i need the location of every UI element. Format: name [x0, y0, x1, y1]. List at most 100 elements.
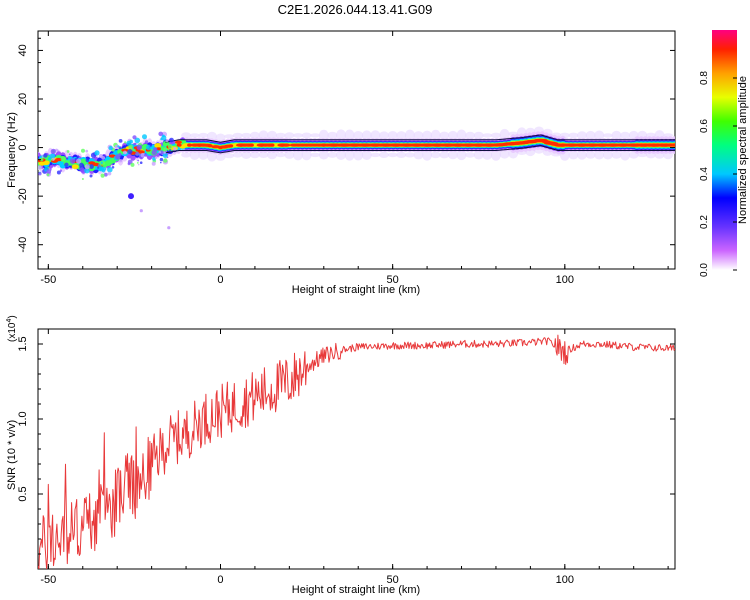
haze-blob [491, 132, 501, 139]
haze-blob [284, 132, 295, 139]
speckle [163, 158, 168, 163]
spectrogram-xtick-label: -50 [40, 274, 56, 286]
speckle [163, 151, 166, 154]
speckle [140, 153, 146, 158]
haze-blob [585, 130, 596, 140]
speckle [46, 173, 50, 177]
speckle [76, 158, 82, 164]
haze-blob [422, 130, 433, 141]
haze-blob [611, 151, 622, 159]
speckle [100, 161, 103, 164]
speckle [117, 145, 120, 148]
ridge-peak [389, 143, 404, 147]
speckle [66, 150, 70, 153]
haze-blob [258, 151, 269, 158]
ridge-peak [616, 143, 631, 147]
speckle [60, 156, 66, 162]
snr-axes: -50 0 50 100 0.5 1.0 1.5 [17, 329, 675, 586]
haze-blob [473, 150, 484, 160]
haze-blob [482, 149, 493, 160]
haze-blob [396, 131, 407, 140]
ridge-peak [554, 143, 569, 147]
spectrogram-ytick-label: 40 [17, 44, 29, 56]
haze-blob [353, 149, 364, 161]
ridge-peak [378, 143, 393, 147]
ridge-peak [606, 143, 620, 147]
ridge-mark [669, 143, 675, 147]
speckle [85, 149, 89, 153]
snr-frame [37, 328, 676, 570]
ridge-peak [451, 143, 466, 147]
haze-blob [301, 149, 312, 161]
speckle [108, 145, 113, 151]
haze-blob [275, 132, 286, 139]
speckle [56, 170, 61, 175]
speckle [81, 148, 85, 153]
ridge-lower-edge [165, 145, 675, 154]
speckle [134, 137, 141, 144]
snr-ylabel: SNR (10 * v/v) [6, 420, 18, 490]
speckle [127, 148, 133, 155]
speckle [135, 151, 140, 156]
speckle [56, 149, 59, 152]
ridge-mark [42, 160, 50, 166]
outliers [128, 193, 171, 230]
haze-blob [327, 151, 338, 158]
haze-blob [482, 133, 493, 138]
snr-xtick-label: 0 [217, 574, 223, 586]
haze-blob [447, 150, 458, 160]
ridge-mark [55, 157, 63, 162]
colorbar-gradient [712, 30, 737, 270]
speckle [139, 161, 143, 164]
speckle [107, 171, 112, 176]
haze-blob [456, 149, 467, 161]
haze-blob [181, 132, 192, 139]
speckle [118, 146, 122, 150]
speckle [137, 163, 140, 166]
chart-title: C2E1.2026.044.13.41.G09 [277, 2, 433, 17]
speckle [79, 162, 84, 168]
speckle [144, 153, 148, 157]
speckle [132, 135, 137, 140]
haze-blob [301, 132, 312, 139]
haze-blob [361, 149, 372, 160]
speckle [38, 172, 42, 176]
spectrogram-xlabel: Height of straight line (km) [292, 284, 420, 296]
speckle [38, 165, 42, 170]
speckle [64, 162, 69, 167]
speckle [51, 158, 54, 161]
haze-blob [224, 153, 235, 159]
speckle [89, 174, 93, 178]
ridge-peak [533, 138, 548, 142]
haze-blob [620, 131, 631, 139]
ridge-peak [482, 143, 497, 147]
ridge-peak [585, 143, 600, 147]
speckle [136, 144, 142, 150]
ridge-peak [544, 141, 558, 145]
ridge-peak [647, 143, 662, 147]
snr-panel: -50 0 50 100 0.5 1.0 1.5 Height of straight li… [6, 315, 676, 596]
haze-blob [379, 131, 389, 140]
ridge-peaks [135, 138, 672, 152]
ridge-peak [440, 143, 455, 147]
speckle [118, 139, 123, 143]
haze-blob [422, 149, 433, 161]
haze-blob [284, 150, 295, 159]
haze-blob [387, 152, 398, 158]
speckle [59, 169, 63, 172]
ridge-peak [321, 143, 327, 147]
ridge-peak [430, 143, 445, 147]
haze-blob [241, 150, 252, 159]
speckle [48, 156, 52, 161]
haze-blob [404, 129, 415, 142]
speckle [107, 166, 113, 173]
haze-blob [447, 130, 458, 140]
ridge-peak [420, 143, 435, 147]
ridge-peak [358, 143, 373, 147]
haze-blob [370, 152, 381, 158]
speckle [46, 169, 52, 174]
speckle [158, 131, 163, 137]
speckle [134, 142, 137, 146]
ridge-peak [238, 143, 244, 147]
speckle [173, 147, 177, 151]
